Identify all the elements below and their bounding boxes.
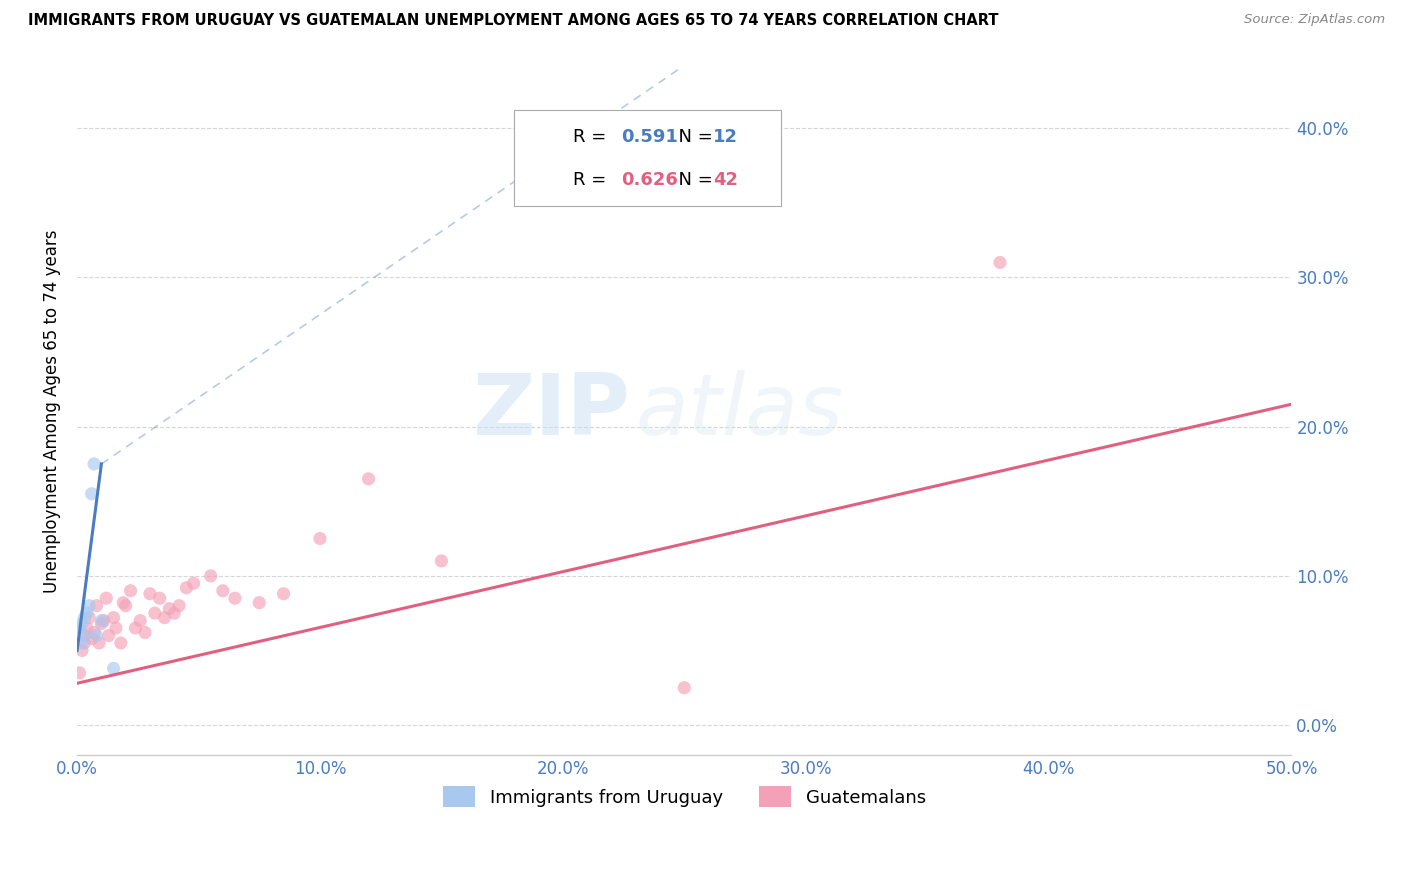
Point (86, 628, 108, 642)
Point (70, 643, 93, 657)
Point (73, 610, 96, 624)
Text: 0.626: 0.626 (621, 170, 678, 189)
Text: 42: 42 (713, 170, 738, 189)
Point (273, 587, 295, 601)
Point (80, 487, 103, 501)
Point (430, 554, 453, 568)
Text: atlas: atlas (636, 370, 844, 453)
Text: R =: R = (572, 128, 612, 146)
Point (76, 621, 98, 635)
Point (73, 628, 96, 642)
Text: Source: ZipAtlas.com: Source: ZipAtlas.com (1244, 13, 1385, 27)
Point (86, 599, 108, 613)
Text: 0.591: 0.591 (621, 128, 678, 146)
Point (112, 596, 135, 610)
Point (139, 587, 162, 601)
Point (224, 591, 246, 606)
Point (143, 606, 166, 620)
Point (103, 610, 125, 624)
Point (73, 628, 96, 642)
Point (76, 606, 98, 620)
Point (80, 632, 103, 646)
Point (90, 616, 112, 631)
FancyBboxPatch shape (515, 110, 782, 206)
Point (77, 610, 100, 624)
Point (988, 255, 1011, 269)
Point (90, 614, 112, 628)
Point (69, 621, 91, 635)
Point (176, 581, 198, 595)
Point (183, 576, 205, 591)
Point (77, 599, 100, 613)
Point (211, 583, 233, 598)
Point (134, 625, 156, 640)
Point (104, 621, 127, 635)
Point (103, 661, 125, 675)
Point (309, 532, 332, 546)
Text: N =: N = (668, 128, 718, 146)
Text: ZIP: ZIP (472, 370, 630, 453)
Point (83, 457, 105, 471)
Point (69, 665, 91, 680)
Point (167, 599, 190, 613)
Point (93, 614, 115, 628)
Text: R =: R = (572, 170, 612, 189)
Point (153, 610, 176, 624)
Point (114, 599, 136, 613)
Point (73, 636, 96, 650)
Legend: Immigrants from Uruguay, Guatemalans: Immigrants from Uruguay, Guatemalans (436, 780, 934, 814)
Point (149, 591, 172, 606)
Point (357, 472, 380, 486)
Point (120, 583, 142, 598)
Point (124, 621, 146, 635)
Point (70, 636, 93, 650)
Point (97, 628, 120, 642)
Point (83, 625, 105, 640)
Point (110, 636, 132, 650)
Point (70, 616, 93, 631)
Point (87, 636, 110, 650)
Point (247, 596, 270, 610)
Point (157, 601, 180, 615)
Point (163, 606, 186, 620)
Text: IMMIGRANTS FROM URUGUAY VS GUATEMALAN UNEMPLOYMENT AMONG AGES 65 TO 74 YEARS COR: IMMIGRANTS FROM URUGUAY VS GUATEMALAN UN… (28, 13, 998, 29)
Point (200, 569, 222, 583)
Y-axis label: Unemployment Among Ages 65 to 74 years: Unemployment Among Ages 65 to 74 years (44, 230, 60, 593)
Point (673, 681, 696, 695)
Text: 12: 12 (713, 128, 738, 146)
Point (129, 614, 152, 628)
Text: N =: N = (668, 170, 718, 189)
Point (96, 591, 118, 606)
